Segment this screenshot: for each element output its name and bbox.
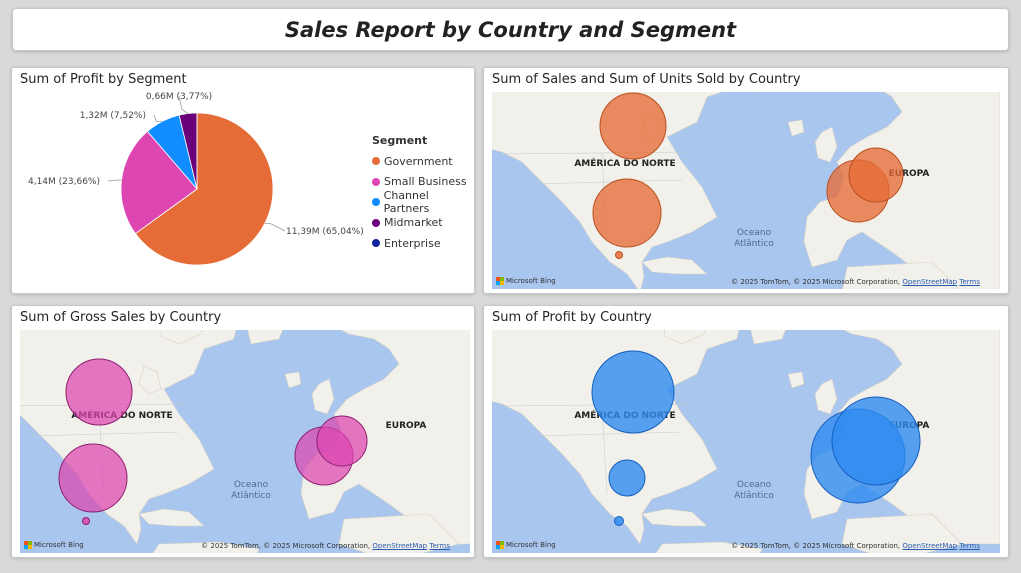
pie-slice-small-business[interactable] [120, 130, 198, 235]
map-landmass [138, 365, 162, 395]
osm-link[interactable]: OpenStreetMap [372, 542, 428, 550]
ocean-label: Atlântico [231, 491, 271, 501]
bing-logo: Microsoft Bing [496, 541, 556, 549]
ocean-label: Oceano [234, 480, 269, 490]
map-landmass [641, 508, 708, 527]
map-landmass [160, 330, 203, 345]
card-title: Sum of Profit by Country [492, 310, 652, 325]
ocean-label: Atlântico [734, 491, 774, 501]
region-label-north-america: AMÉRICA DO NORTE [574, 157, 675, 169]
pie-data-label: 0,66M (3,77%) [146, 92, 212, 102]
pie-leader-line [153, 114, 163, 122]
legend-label: Enterprise [384, 236, 441, 250]
map-landmass [138, 508, 205, 527]
terms-link[interactable]: Terms [959, 278, 980, 286]
map-landmass [641, 256, 708, 275]
map-attribution: © 2025 TomTom, © 2025 Microsoft Corporat… [731, 542, 980, 550]
profit-pie-chart[interactable]: 11,39M (65,04%) 4,14M (23,66%) 1,32M (7,52… [12, 68, 474, 293]
osm-link[interactable]: OpenStreetMap [902, 542, 958, 550]
card-title: Sum of Profit by Segment [20, 72, 187, 87]
legend-item-channel-partners[interactable]: Channel Partners [372, 189, 474, 216]
map-landmass [284, 371, 302, 389]
map-bubble[interactable] [848, 147, 904, 203]
legend-dot [372, 157, 380, 166]
map-bubble[interactable] [591, 350, 675, 434]
profit-map-card[interactable]: Sum of Profit by Country AMÉRICA DO NORT… [483, 305, 1009, 558]
pie-leader-line [178, 95, 189, 114]
terms-link[interactable]: Terms [959, 542, 980, 550]
map-landmass [152, 541, 260, 553]
map-landmass [750, 330, 786, 345]
segment-legend: Segment Government Small Business Channe… [372, 134, 474, 254]
pie-leader-line [107, 179, 122, 182]
map-landmass [655, 541, 763, 553]
map-landmass [787, 371, 805, 389]
card-title: Sum of Sales and Sum of Units Sold by Co… [492, 72, 801, 87]
map-bubble[interactable] [65, 358, 133, 426]
map-landmass [842, 261, 960, 289]
map-bubble[interactable] [592, 178, 662, 248]
map-bubble[interactable] [615, 251, 623, 259]
map-landmass [311, 378, 335, 415]
map-bubble[interactable] [82, 517, 90, 525]
map-bubble[interactable] [614, 516, 624, 526]
legend-item-enterprise[interactable]: Enterprise [372, 233, 474, 254]
map-landmass [814, 126, 838, 163]
legend-label: Channel Partners [383, 189, 430, 216]
map-attribution: © 2025 TomTom, © 2025 Microsoft Corporat… [201, 542, 450, 550]
map-bubble[interactable] [599, 92, 667, 160]
terms-link[interactable]: Terms [429, 542, 450, 550]
map-landmass [814, 378, 838, 415]
bing-logo: Microsoft Bing [24, 541, 84, 549]
card-title: Sum of Gross Sales by Country [20, 310, 222, 325]
legend-dot [372, 218, 380, 227]
legend-dot [372, 239, 380, 248]
map-bubble[interactable] [316, 415, 368, 467]
map-bubble[interactable] [58, 443, 128, 513]
legend-dot [372, 198, 380, 207]
ocean-label: Oceano [737, 228, 772, 238]
legend-title: Segment [372, 134, 428, 147]
pie-data-label: 4,14M (23,66%) [28, 177, 100, 187]
region-label-europe: EUROPA [386, 421, 427, 431]
legend-item-small-business[interactable]: Small Business [372, 172, 474, 193]
report-title: Sales Report by Country and Segment [284, 17, 737, 42]
bing-logo: Microsoft Bing [496, 277, 556, 285]
map-landmass [787, 119, 805, 137]
legend-item-midmarket[interactable]: Midmarket [372, 213, 474, 234]
osm-link[interactable]: OpenStreetMap [902, 278, 958, 286]
report-title-bar: Sales Report by Country and Segment [12, 8, 1009, 51]
legend-dot [372, 177, 380, 186]
map-landmass [247, 330, 283, 345]
ocean-label: Atlântico [734, 239, 774, 249]
legend-label: Small Business [384, 175, 467, 189]
pie-slice-government[interactable] [134, 112, 274, 266]
legend-label: Midmarket [384, 216, 443, 230]
map-landmass [338, 513, 460, 553]
ocean-label: Oceano [737, 480, 772, 490]
pie-data-label: 11,39M (65,04%) [286, 227, 364, 237]
map-bubble[interactable] [831, 396, 921, 486]
map-landmass [492, 330, 740, 545]
map-landmass [20, 330, 237, 545]
pie-data-label: 1,32M (7,52%) [80, 111, 146, 121]
legend-label: Government [384, 154, 453, 168]
legend-item-government[interactable]: Government [372, 151, 474, 172]
map-attribution: © 2025 TomTom, © 2025 Microsoft Corporat… [731, 278, 980, 286]
gross-sales-map-card[interactable]: Sum of Gross Sales by Country AMÉRICA DO… [11, 305, 475, 558]
map-bubble[interactable] [608, 459, 646, 497]
pie-leader-line [264, 223, 286, 232]
profit-by-segment-card[interactable]: Sum of Profit by Segment 11,39M (65,04%)… [11, 67, 475, 294]
region-label-europe: EUROPA [889, 169, 930, 179]
map-landmass [841, 513, 963, 553]
sales-units-map-card[interactable]: Sum of Sales and Sum of Units Sold by Co… [483, 67, 1009, 294]
map-landmass [663, 330, 706, 345]
